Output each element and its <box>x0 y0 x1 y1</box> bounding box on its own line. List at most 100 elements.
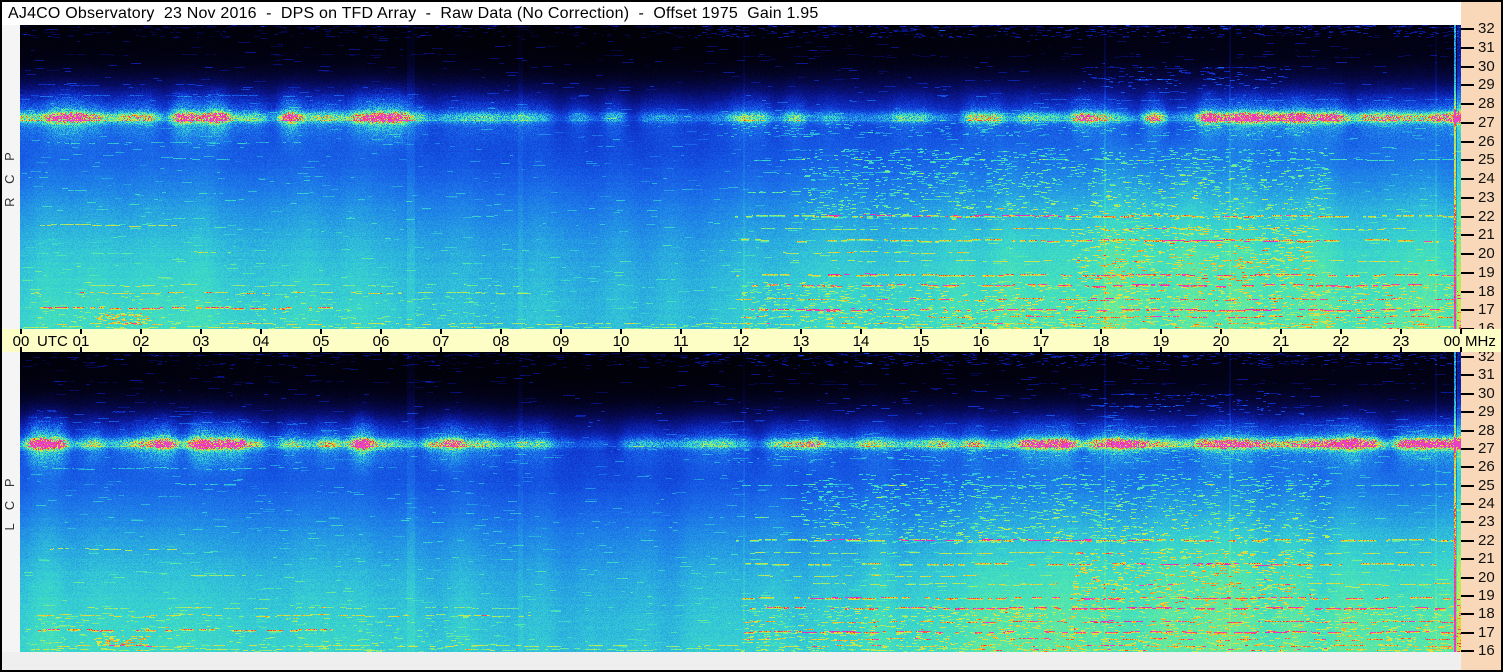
polarization-label-lcp: L C P <box>2 473 17 531</box>
hour-label: 12 <box>732 333 750 350</box>
hour-label: 22 <box>1332 333 1350 350</box>
freq-tick <box>1461 28 1474 30</box>
hour-label: 03 <box>192 333 210 350</box>
hour-tick <box>320 329 322 334</box>
hour-label: 00 <box>12 333 30 350</box>
hour-label: 23 <box>1392 333 1410 350</box>
freq-label: 24 <box>1478 170 1495 187</box>
hour-tick <box>620 329 622 334</box>
freq-tick <box>1461 430 1474 432</box>
freq-label: 32 <box>1478 348 1495 365</box>
hour-tick <box>20 347 22 352</box>
hour-tick <box>980 329 982 334</box>
freq-tick <box>1461 411 1474 413</box>
freq-tick <box>1461 159 1474 161</box>
freq-tick <box>1461 466 1474 468</box>
freq-tick <box>1461 197 1474 199</box>
hour-tick <box>380 329 382 334</box>
hour-tick <box>1160 347 1162 352</box>
hour-tick <box>1220 329 1222 334</box>
hour-label: 08 <box>492 333 510 350</box>
freq-label: 16 <box>1478 642 1495 659</box>
page-title: AJ4CO Observatory 23 Nov 2016 - DPS on T… <box>8 5 819 22</box>
freq-tick <box>1461 47 1474 49</box>
freq-tick <box>1461 291 1474 293</box>
hour-tick <box>440 329 442 334</box>
hour-tick <box>1340 347 1342 352</box>
hour-tick <box>20 329 22 334</box>
freq-tick <box>1461 485 1474 487</box>
freq-label: 28 <box>1478 422 1495 439</box>
freq-tick <box>1461 595 1474 597</box>
hour-tick <box>1280 329 1282 334</box>
freq-label: 25 <box>1478 477 1495 494</box>
hour-tick <box>620 347 622 352</box>
hour-tick <box>1040 347 1042 352</box>
freq-label: 20 <box>1478 245 1495 262</box>
freq-label: 27 <box>1478 114 1495 131</box>
hour-tick <box>1220 347 1222 352</box>
hour-label: 00 <box>1443 333 1461 350</box>
hour-label: 06 <box>372 333 390 350</box>
hour-label: 01 <box>72 333 90 350</box>
hour-tick <box>1040 329 1042 334</box>
mhz-unit-label: MHz <box>1465 333 1496 350</box>
freq-tick <box>1461 374 1474 376</box>
hour-label: 20 <box>1212 333 1230 350</box>
hour-tick <box>500 347 502 352</box>
freq-label: 18 <box>1478 283 1495 300</box>
hour-tick <box>200 347 202 352</box>
hour-tick <box>1400 347 1402 352</box>
hour-tick <box>680 329 682 334</box>
spectrogram-lcp <box>20 352 1461 652</box>
freq-label: 17 <box>1478 624 1495 641</box>
freq-label: 18 <box>1478 605 1495 622</box>
freq-label: 31 <box>1478 39 1495 56</box>
hour-label: 02 <box>132 333 150 350</box>
freq-label: 29 <box>1478 403 1495 420</box>
hour-tick <box>740 347 742 352</box>
hour-tick <box>800 347 802 352</box>
hour-label: 15 <box>912 333 930 350</box>
freq-tick <box>1461 178 1474 180</box>
hour-tick <box>320 347 322 352</box>
hour-label: 05 <box>312 333 330 350</box>
hour-tick <box>260 347 262 352</box>
hour-tick <box>1460 329 1462 334</box>
hour-tick <box>80 347 82 352</box>
hour-label: 17 <box>1032 333 1050 350</box>
hour-tick <box>1160 329 1162 334</box>
freq-label: 26 <box>1478 133 1495 150</box>
freq-label: 30 <box>1478 385 1495 402</box>
freq-label: 17 <box>1478 301 1495 318</box>
freq-tick <box>1461 141 1474 143</box>
bottom-strip <box>2 652 1461 670</box>
hour-tick <box>920 329 922 334</box>
freq-tick <box>1461 393 1474 395</box>
hour-tick <box>1400 329 1402 334</box>
freq-tick <box>1461 521 1474 523</box>
title-bar: AJ4CO Observatory 23 Nov 2016 - DPS on T… <box>2 2 1461 25</box>
hour-label: 18 <box>1092 333 1110 350</box>
freq-label: 19 <box>1478 264 1495 281</box>
freq-label: 26 <box>1478 458 1495 475</box>
hour-label: 07 <box>432 333 450 350</box>
freq-label: 30 <box>1478 58 1495 75</box>
hour-tick <box>560 347 562 352</box>
time-axis: UTC MHz 00 01 02 03 04 05 06 07 08 09 10 11 12 13 14 15… <box>2 329 1501 352</box>
hour-tick <box>800 329 802 334</box>
freq-tick <box>1461 84 1474 86</box>
hour-tick <box>380 347 382 352</box>
hour-tick <box>260 329 262 334</box>
freq-tick <box>1461 540 1474 542</box>
freq-label: 23 <box>1478 189 1495 206</box>
freq-label: 19 <box>1478 587 1495 604</box>
freq-tick <box>1461 650 1474 652</box>
hour-label: 10 <box>612 333 630 350</box>
freq-tick <box>1461 613 1474 615</box>
hour-tick <box>1340 329 1342 334</box>
hour-tick <box>980 347 982 352</box>
freq-tick <box>1461 632 1474 634</box>
freq-tick <box>1461 272 1474 274</box>
hour-tick <box>740 329 742 334</box>
